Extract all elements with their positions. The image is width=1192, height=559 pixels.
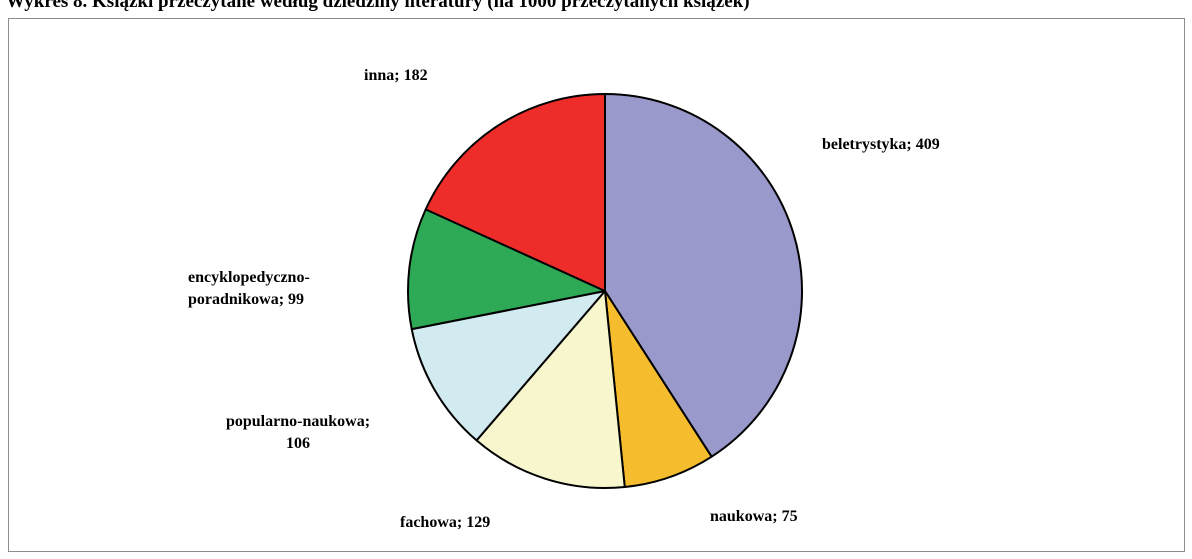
slice-label-line: inna; 182	[364, 67, 428, 84]
pie-slices	[407, 93, 804, 489]
slice-label-encyklopedyczno-poradnikowa: encyklopedyczno-poradnikowa; 99	[188, 269, 310, 308]
chart-title: Wykres 8. Książki przeczytane według dzi…	[6, 0, 750, 12]
slice-label-line: poradnikowa; 99	[188, 291, 304, 308]
pie-labels: beletrystyka; 409 naukowa; 75 fachowa; 129…	[188, 67, 940, 531]
chart-frame	[8, 18, 1185, 552]
slice-label-line: beletrystyka; 409	[822, 136, 940, 153]
pie-slice-encyklopedyczno-poradnikowa	[407, 208, 606, 331]
slice-label-beletrystyka: beletrystyka; 409	[822, 136, 940, 153]
slice-label-line: encyklopedyczno-	[188, 269, 310, 286]
slice-label-line: popularno-naukowa;	[226, 413, 370, 430]
slice-label-line: 106	[286, 435, 310, 452]
slice-label-inna: inna; 182	[364, 67, 428, 84]
slice-label-line: fachowa; 129	[400, 514, 490, 531]
slice-label-line: naukowa; 75	[710, 508, 798, 525]
slice-label-popularno-naukowa: popularno-naukowa; 106	[226, 413, 370, 452]
slice-label-naukowa: naukowa; 75	[710, 508, 798, 525]
pie-slice-fachowa	[475, 290, 626, 489]
slice-label-fachowa: fachowa; 129	[400, 514, 490, 531]
pie-slice-popularno-naukowa	[410, 290, 606, 442]
pie-slice-inna	[424, 93, 606, 292]
